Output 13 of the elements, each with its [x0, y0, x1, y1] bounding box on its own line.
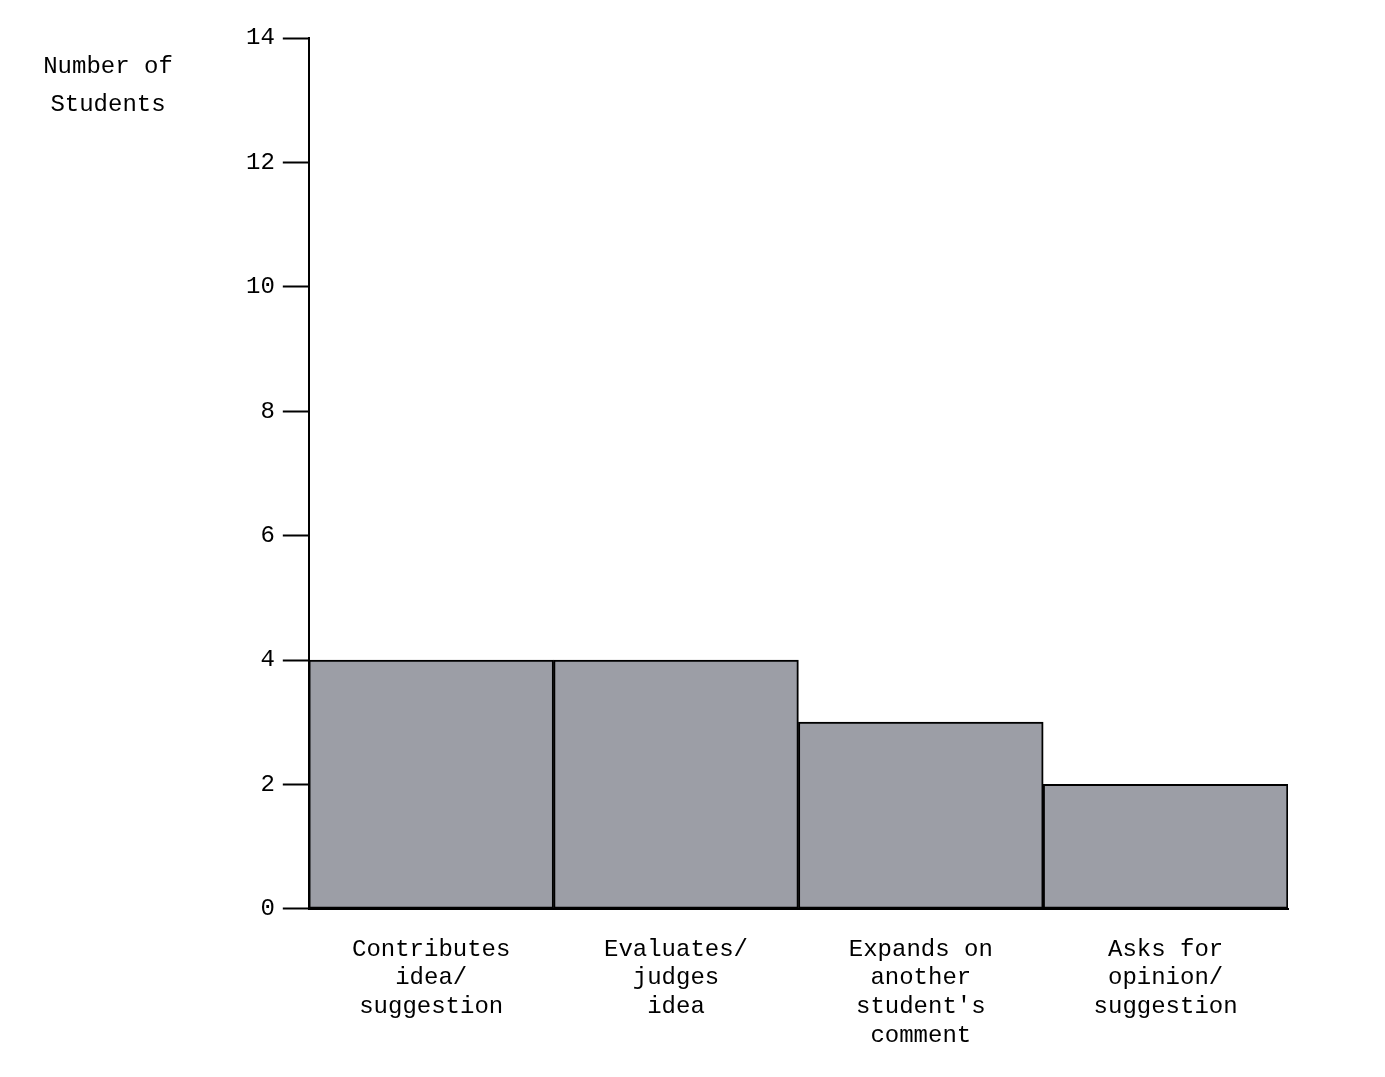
y-tick-label: 6 [260, 521, 275, 549]
y-tick-label: 8 [260, 397, 275, 425]
y-tick-label: 12 [245, 148, 275, 176]
x-tick-label: Contributes idea/ suggestion [351, 935, 511, 1021]
x-tick-label: Evaluates/ judges idea [603, 935, 749, 1021]
x-tick-label: Asks for opinion/ suggestion [1093, 935, 1238, 1021]
y-tick-label: 2 [260, 770, 275, 798]
x-tick-label: Expands on another student's comment [848, 935, 993, 1049]
y-tick-label: 14 [245, 24, 275, 52]
y-tick-label: 10 [245, 273, 275, 301]
y-tick-label: 4 [260, 646, 275, 674]
y-tick-label: 0 [260, 895, 275, 923]
y-axis-title: Number of Students [42, 52, 174, 120]
